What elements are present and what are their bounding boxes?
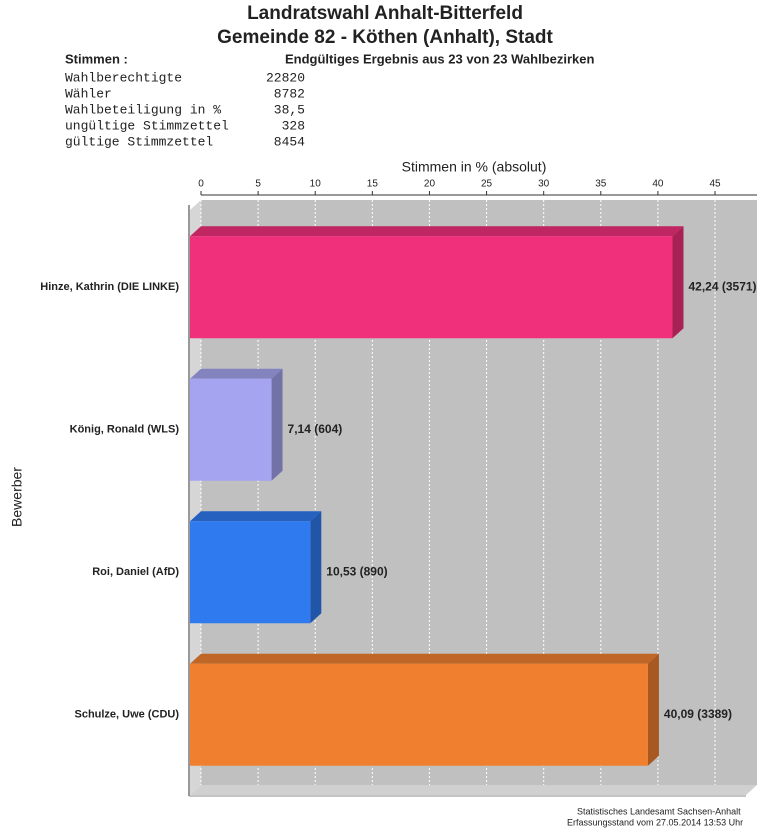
bar-side (672, 226, 684, 339)
value-label: 7,14 (604) (288, 422, 343, 436)
y-tick-label: Roi, Daniel (AfD) (92, 566, 179, 578)
bar-top (190, 368, 283, 379)
bar (190, 663, 648, 766)
bar-side (271, 368, 283, 481)
plot-left-wall (190, 200, 201, 795)
x-tick-label: 35 (595, 179, 607, 190)
x-tick-label: 0 (198, 179, 204, 190)
summary-value: 8782 (274, 86, 305, 101)
summary-status: Endgültiges Ergebnis aus 23 von 23 Wahlb… (285, 51, 594, 66)
bar-side-shade (310, 511, 322, 624)
x-tick-label: 30 (538, 179, 550, 190)
summary-key: Wahlberechtigte (65, 70, 182, 85)
bar-top (190, 653, 659, 664)
value-label: 40,09 (3389) (664, 707, 732, 721)
y-tick-label: Hinze, Kathrin (DIE LINKE) (40, 281, 179, 293)
summary-value: 8454 (274, 134, 305, 149)
summary-value: 22820 (266, 70, 305, 85)
footer-timestamp: Erfassungsstand vom 27.05.2014 13:53 Uhr (567, 817, 743, 827)
x-tick-label: 45 (709, 179, 721, 190)
summary-value: 328 (282, 118, 305, 133)
y-tick-label: Schulze, Uwe (CDU) (74, 709, 179, 721)
x-tick-label: 20 (424, 179, 436, 190)
x-tick-label: 25 (481, 179, 493, 190)
x-tick-label: 10 (310, 179, 322, 190)
x-axis-label: Stimmen in % (absolut) (402, 159, 547, 175)
bar-side-shade (672, 226, 684, 339)
title: Landratswahl Anhalt-Bitterfeld (247, 3, 523, 24)
bar-top-shade (190, 653, 659, 664)
x-tick-label: 5 (255, 179, 261, 190)
bar-side (310, 511, 322, 624)
plot-back (201, 200, 757, 785)
footer-source: Statistisches Landesamt Sachsen-Anhalt (577, 806, 741, 816)
x-tick-label: 15 (367, 179, 379, 190)
bar-top (190, 511, 322, 522)
summary-key: gültige Stimmzettel (65, 134, 213, 149)
bar-top-shade (190, 368, 283, 379)
bar (190, 521, 311, 624)
x-tick-label: 40 (652, 179, 664, 190)
bar (190, 378, 272, 481)
bar-top-shade (190, 511, 322, 522)
y-tick-label: König, Ronald (WLS) (70, 424, 180, 436)
summary-key: ungültige Stimmzettel (65, 118, 229, 133)
value-label: 42,24 (3571) (688, 279, 756, 293)
summary-key: Wahlbeteiligung in % (65, 102, 221, 117)
bar-side-shade (271, 368, 283, 481)
bar-top (190, 226, 684, 237)
summary-label: Stimmen : (65, 51, 128, 66)
subtitle: Gemeinde 82 - Köthen (Anhalt), Stadt (217, 27, 553, 48)
bar-top-shade (190, 226, 684, 237)
bar-side (647, 653, 659, 766)
summary-value: 38,5 (274, 102, 305, 117)
value-label: 10,53 (890) (326, 564, 387, 578)
y-axis-label: Bewerber (9, 467, 25, 527)
summary-key: Wähler (65, 86, 112, 101)
plot-floor (190, 785, 757, 795)
bar (190, 236, 673, 339)
bar-side-shade (647, 653, 659, 766)
